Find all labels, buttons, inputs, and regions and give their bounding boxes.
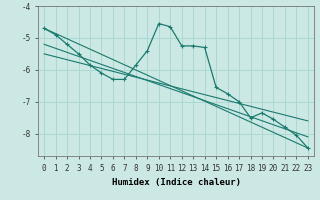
X-axis label: Humidex (Indice chaleur): Humidex (Indice chaleur) bbox=[111, 178, 241, 187]
